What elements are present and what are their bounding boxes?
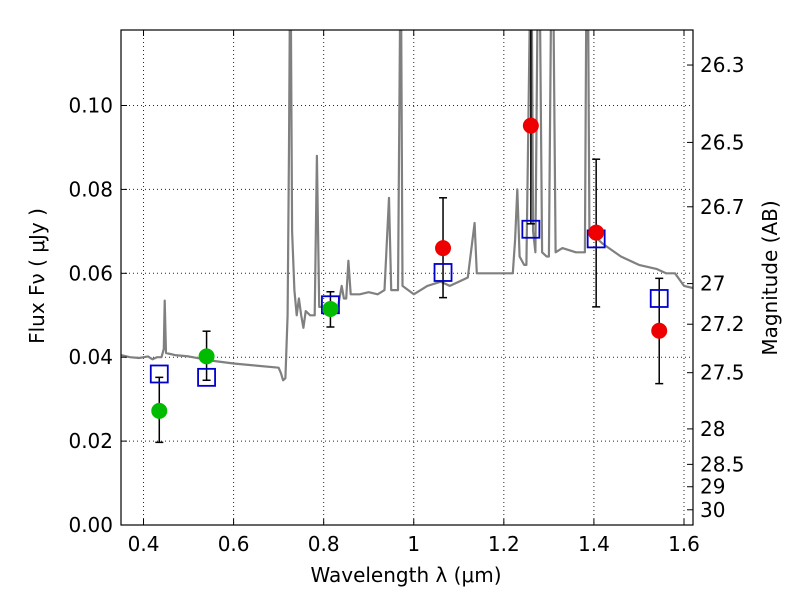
spectrum-layer	[121, 30, 693, 382]
y2-tick-label: 27.2	[700, 312, 745, 336]
model-square-marker	[149, 364, 169, 384]
green-data-point	[198, 348, 215, 365]
spectrum-line	[121, 30, 693, 382]
y-tick-label: 0.00	[68, 513, 113, 537]
marker-layer	[149, 117, 669, 419]
x-tick-label: 0.6	[218, 532, 250, 556]
y-tick-label: 0.04	[68, 345, 113, 369]
x-tick-label: 1.6	[668, 532, 700, 556]
x-axis-label: Wavelength λ (μm)	[310, 563, 501, 587]
x-tick-label: 1	[407, 532, 420, 556]
tick-layer: 0.4 0.6 0.8 1 1.2 1.4 1.6 0.00 0.02 0.04 0.06 0.08 0…	[68, 30, 745, 556]
x-tick-label: 0.4	[128, 532, 160, 556]
y2-tick-label: 27.5	[700, 361, 745, 385]
y-tick-label: 0.10	[68, 94, 113, 118]
y2-tick-label: 29	[700, 475, 725, 499]
model-square-marker	[197, 367, 216, 387]
red-data-point	[588, 224, 605, 241]
model-square-marker	[649, 289, 669, 308]
y2-tick-label: 28	[700, 417, 725, 441]
y2-tick-label: 30	[700, 498, 725, 522]
red-data-point	[522, 117, 539, 134]
y2-tick-label: 27	[700, 272, 725, 296]
green-data-point	[322, 300, 339, 317]
y2-tick-label: 28.5	[700, 452, 745, 476]
y-tick-label: 0.02	[68, 429, 113, 453]
y2-tick-label: 26.7	[700, 195, 745, 219]
red-data-point	[651, 322, 668, 339]
model-square-marker	[433, 263, 453, 282]
y-tick-label: 0.08	[68, 177, 113, 201]
green-data-point	[151, 402, 168, 419]
x-tick-label: 1.4	[578, 532, 610, 556]
red-data-point	[435, 240, 452, 257]
y-tick-label: 0.06	[68, 261, 113, 285]
y2-tick-label: 26.3	[700, 53, 745, 77]
model-square-marker	[521, 219, 541, 239]
plot-frame	[120, 29, 694, 526]
y2-tick-label: 26.5	[700, 130, 745, 154]
x-tick-label: 0.8	[308, 532, 340, 556]
x-tick-label: 1.2	[488, 532, 520, 556]
y-axis-label: Flux Fν ( μJy )	[25, 208, 49, 344]
y2-axis-label: Magnitude (AB)	[758, 200, 782, 355]
grid-layer	[121, 30, 693, 526]
